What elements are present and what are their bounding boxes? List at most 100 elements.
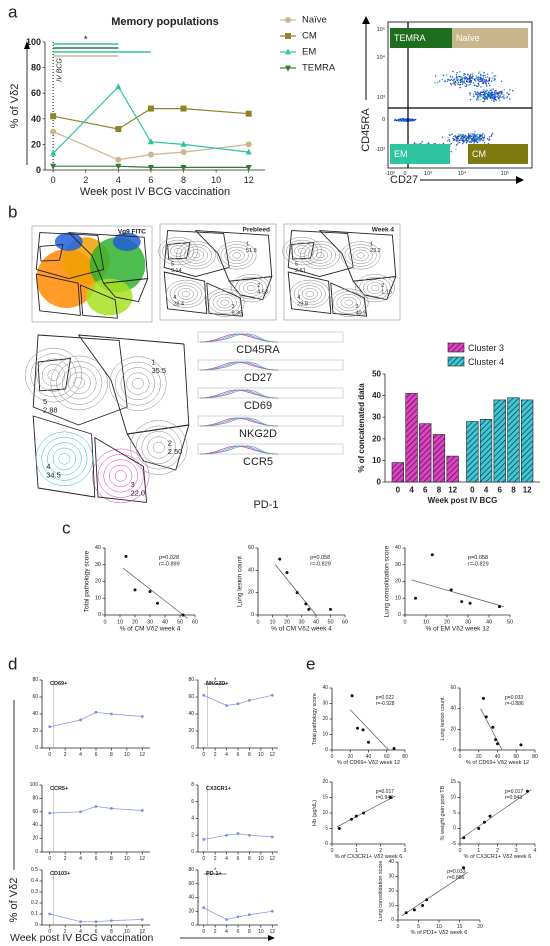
flow-dot: [453, 136, 455, 138]
point: [414, 596, 417, 600]
contour: [336, 294, 361, 312]
flow-dot: [447, 78, 449, 81]
flow-dot: [482, 94, 484, 96]
y-tick-label: 0.5: [31, 867, 38, 873]
flow-dot: [475, 139, 477, 141]
point: [110, 919, 113, 922]
point: [481, 696, 485, 700]
point: [356, 726, 360, 730]
flow-dot: [475, 99, 478, 101]
x-tick-label: 12: [270, 752, 276, 758]
flow-dot: [482, 97, 484, 100]
point: [404, 911, 408, 915]
y-tick-label: 0: [35, 922, 38, 928]
flow-dot: [480, 94, 483, 96]
plot-title: Vg9 FITC: [118, 229, 146, 236]
flow-dot: [468, 135, 470, 138]
panel-label: c: [62, 519, 71, 538]
annotation: p=0.022: [376, 695, 394, 701]
y-tick-label: 60: [450, 685, 456, 691]
flow-dot: [486, 73, 489, 75]
point: [362, 811, 366, 815]
flow-dot: [488, 136, 491, 138]
flow-dot: [487, 138, 489, 140]
cluster-gate: [79, 284, 118, 319]
cluster-pct: 1.16: [381, 289, 392, 295]
contour: [344, 244, 377, 267]
point: [462, 866, 466, 870]
x-tick-label: 10: [436, 924, 442, 930]
point: [270, 693, 274, 697]
flow-dot: [457, 139, 459, 141]
flow-dot: [413, 119, 416, 121]
legend-label: EM: [302, 47, 316, 58]
x-axis-label: Week post IV BCG vaccination: [10, 932, 154, 944]
flow-x-tick: -10³: [385, 171, 395, 177]
flow-dot: [468, 84, 470, 87]
point: [449, 588, 453, 592]
x-tick-label: 12: [270, 929, 276, 935]
flow-dot: [403, 118, 405, 121]
cluster-gate: [330, 282, 368, 317]
contour: [216, 241, 257, 270]
x-axis-label: % of CD69+ Vδ2 week 12: [466, 760, 529, 766]
flow-dot: [447, 140, 449, 142]
flow-dot: [479, 140, 481, 142]
y-tick-label: 0: [98, 612, 101, 618]
x-tick-label: 8: [248, 929, 251, 935]
point: [361, 728, 365, 732]
point: [349, 817, 353, 821]
flow-dot: [493, 97, 496, 99]
x-tick-label: 80: [532, 754, 538, 760]
contour: [332, 291, 365, 314]
cluster-pct: 9.36: [231, 310, 242, 316]
annotation: r=0.886: [447, 875, 464, 881]
flow-dot: [458, 139, 461, 142]
flow-dot: [470, 137, 472, 140]
fit-line: [275, 564, 317, 616]
contour: [141, 431, 177, 464]
chart-title: CD69+: [50, 681, 67, 687]
y-tick-label: 40: [188, 895, 194, 901]
cluster-gate: [35, 273, 81, 316]
flow-dot: [476, 85, 478, 87]
point: [482, 820, 486, 824]
y-tick-label: 20: [322, 779, 328, 785]
flow-dot: [474, 131, 476, 133]
flow-dot: [477, 138, 480, 140]
gate-label: CM: [472, 149, 486, 159]
histogram-frame: [197, 331, 344, 343]
y-tick-label: 30: [322, 701, 328, 707]
contour: [162, 239, 195, 263]
x-tick-label: 60: [342, 619, 348, 625]
flow-dot: [475, 140, 477, 142]
gate: [390, 28, 458, 48]
flow-dot: [464, 73, 466, 76]
flow-dot: [401, 119, 404, 121]
flow-dot: [465, 142, 468, 144]
y-tick-label: 20: [372, 434, 381, 443]
y-tick-label: 10: [322, 810, 328, 816]
x-tick-label: 6: [498, 486, 503, 495]
flow-dot: [471, 81, 473, 84]
flow-dot: [477, 82, 480, 85]
y-tick-label: 40: [388, 859, 394, 865]
y-tick-label: 20: [32, 728, 38, 734]
y-tick-label: 10: [95, 595, 101, 601]
chart-title: CCR5+: [50, 786, 68, 792]
flow-dot: [450, 78, 453, 81]
flow-dot: [482, 91, 484, 94]
flow-dot: [452, 139, 455, 141]
point: [236, 702, 240, 706]
y-tick-label: 10: [388, 903, 394, 909]
flow-dot: [494, 98, 496, 101]
histogram-label: CD27: [244, 372, 272, 384]
cluster-id: 2: [168, 439, 172, 448]
x-axis-label: % of CD69+ Vδ2 week 12: [337, 760, 400, 766]
y-tick-label: 5: [325, 826, 328, 832]
flow-dot: [475, 93, 477, 95]
cluster-gate: [206, 282, 244, 317]
x-tick-label: 40: [162, 619, 168, 625]
point: [304, 602, 308, 606]
flow-dot: [466, 140, 468, 142]
